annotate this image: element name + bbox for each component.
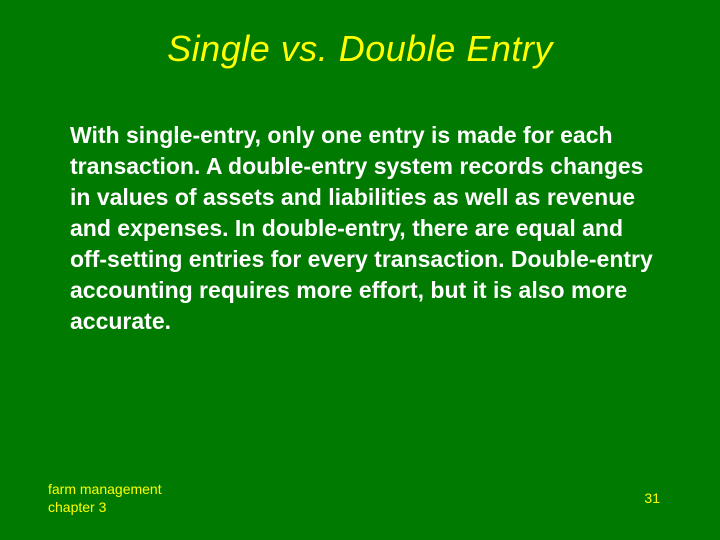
footer-left-line2: chapter 3 — [48, 498, 162, 516]
footer-left-line1: farm management — [48, 480, 162, 498]
slide-title: Single vs. Double Entry — [0, 0, 720, 80]
footer-left: farm management chapter 3 — [48, 480, 162, 516]
slide-body-text: With single-entry, only one entry is mad… — [0, 80, 720, 337]
page-number: 31 — [644, 490, 660, 506]
slide-container: Single vs. Double Entry With single-entr… — [0, 0, 720, 540]
